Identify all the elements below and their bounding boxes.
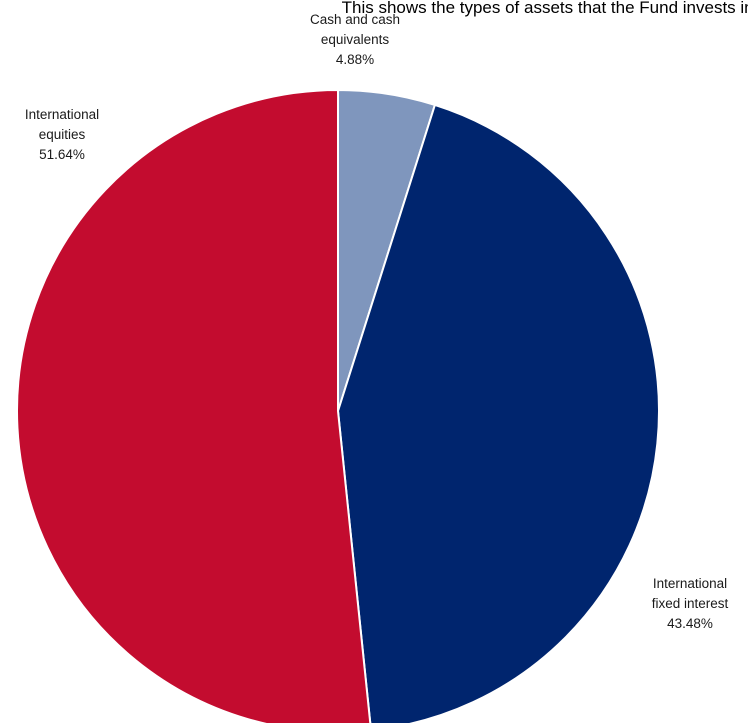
slice-label-cash: Cash and cash equivalents 4.88% xyxy=(310,10,400,70)
pie-slice-equities xyxy=(16,89,372,723)
slice-label-equities-line-2: equities xyxy=(38,127,86,142)
pie-slice-fixed-interest xyxy=(337,103,660,723)
slice-label-fixed-interest-line-1: International xyxy=(652,576,728,591)
slice-label-fixed-interest-line-2: fixed interest xyxy=(651,596,729,611)
chart-title: This shows the types of assets that the … xyxy=(341,0,748,17)
slice-label-cash-line-2: equivalents xyxy=(320,32,390,47)
slice-value-equities: 51.64% xyxy=(39,147,85,162)
slice-label-equities: International equities 51.64% xyxy=(25,105,99,165)
slice-label-cash-line-1: Cash and cash xyxy=(309,12,401,27)
slice-value-fixed-interest: 43.48% xyxy=(667,616,713,631)
slice-label-fixed-interest: International fixed interest 43.48% xyxy=(652,574,729,634)
slice-label-equities-line-1: International xyxy=(24,107,100,122)
slice-value-cash: 4.88% xyxy=(335,52,375,67)
